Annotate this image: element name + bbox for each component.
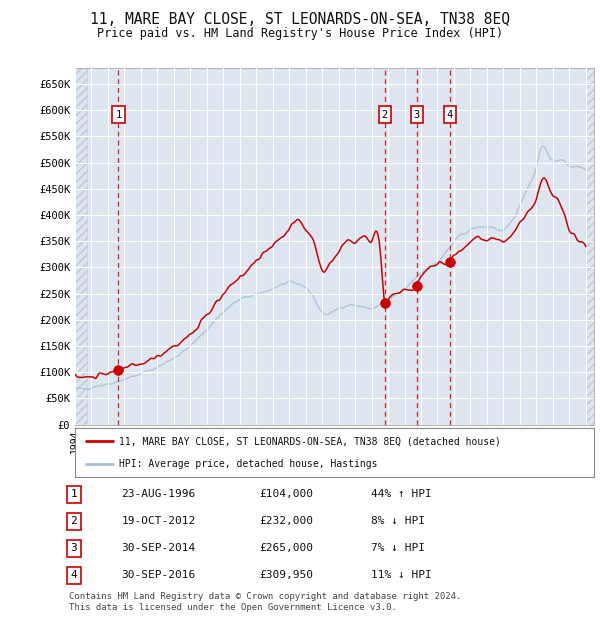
Text: £104,000: £104,000 — [259, 489, 313, 499]
Text: Price paid vs. HM Land Registry's House Price Index (HPI): Price paid vs. HM Land Registry's House … — [97, 27, 503, 40]
Text: HPI: Average price, detached house, Hastings: HPI: Average price, detached house, Hast… — [119, 459, 377, 469]
Text: 3: 3 — [414, 110, 420, 120]
Text: 2: 2 — [70, 516, 77, 526]
Text: Contains HM Land Registry data © Crown copyright and database right 2024.
This d: Contains HM Land Registry data © Crown c… — [69, 592, 461, 611]
Text: 1: 1 — [70, 489, 77, 499]
Text: 7% ↓ HPI: 7% ↓ HPI — [371, 543, 425, 553]
Text: 3: 3 — [70, 543, 77, 553]
Text: 30-SEP-2014: 30-SEP-2014 — [121, 543, 196, 553]
Text: £265,000: £265,000 — [259, 543, 313, 553]
Text: 19-OCT-2012: 19-OCT-2012 — [121, 516, 196, 526]
Text: 44% ↑ HPI: 44% ↑ HPI — [371, 489, 432, 499]
Text: £232,000: £232,000 — [259, 516, 313, 526]
Text: 4: 4 — [447, 110, 453, 120]
Text: 30-SEP-2016: 30-SEP-2016 — [121, 570, 196, 580]
Text: 4: 4 — [70, 570, 77, 580]
Text: £309,950: £309,950 — [259, 570, 313, 580]
Text: 2: 2 — [382, 110, 388, 120]
Text: 11, MARE BAY CLOSE, ST LEONARDS-ON-SEA, TN38 8EQ (detached house): 11, MARE BAY CLOSE, ST LEONARDS-ON-SEA, … — [119, 436, 501, 446]
Text: 23-AUG-1996: 23-AUG-1996 — [121, 489, 196, 499]
Text: 8% ↓ HPI: 8% ↓ HPI — [371, 516, 425, 526]
Text: 1: 1 — [115, 110, 122, 120]
Text: 11, MARE BAY CLOSE, ST LEONARDS-ON-SEA, TN38 8EQ: 11, MARE BAY CLOSE, ST LEONARDS-ON-SEA, … — [90, 12, 510, 27]
Text: 11% ↓ HPI: 11% ↓ HPI — [371, 570, 432, 580]
